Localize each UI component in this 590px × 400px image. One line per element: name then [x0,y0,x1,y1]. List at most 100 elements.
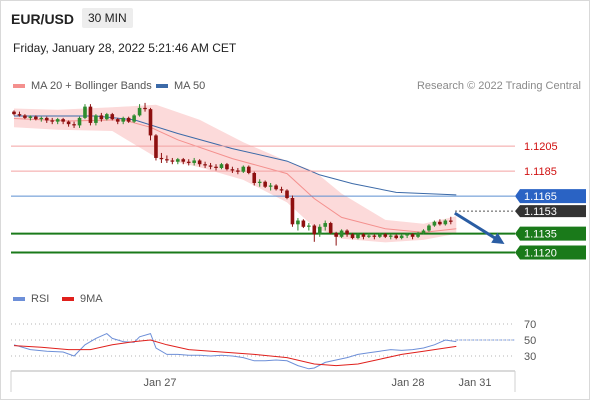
candle-body [268,185,273,187]
candle-body [126,117,131,122]
time-tick-label: Jan 27 [143,377,176,389]
candle-body [159,157,164,160]
candle-body [77,117,82,126]
candle-body [94,115,98,123]
legend-ma20: MA 20 + Bollinger Bands [13,80,152,92]
rsi-line [13,332,457,370]
timeframe-badge[interactable]: 30 MIN [82,8,133,28]
candle-body [274,185,278,190]
candle-body [39,117,44,120]
rsi-legend-swatch [13,297,25,301]
candle-body [438,221,442,225]
pivot-label-box [515,189,586,204]
candle-body [192,160,196,163]
candle-body [334,233,338,237]
candle-body [449,220,453,222]
candle-body [50,120,55,122]
candle-body [432,221,437,226]
candle-body [197,160,202,165]
current-price-box [515,205,586,218]
rsi-tick-label: 70 [524,319,536,331]
candle-body [410,234,415,237]
candle-body [427,225,431,231]
candle-body [383,234,388,237]
candle-body [154,135,158,158]
candle-body [115,119,120,122]
candle-body [285,190,289,199]
candle-body [421,230,426,234]
candle-body [361,234,366,237]
candle-body [230,169,235,171]
candle-body [416,233,420,237]
candle-body [296,220,300,225]
candle-body [83,106,87,118]
candle-body [132,115,136,122]
support-label-box [515,245,586,260]
candle-body [246,166,251,173]
ma20-legend-swatch [13,84,25,88]
candle-body [372,235,377,237]
candle-body [394,235,398,239]
resistance-label: 1.1205 [524,141,558,153]
candle-body [66,121,71,125]
legend-ma20-label: MA 20 + Bollinger Bands [31,80,152,92]
candle-body [350,234,355,239]
candle-body [99,115,104,120]
candle-body [208,165,213,167]
candle-body [225,164,229,170]
ma20-line [13,118,457,233]
ma50-line [14,115,457,196]
candle-body [388,235,393,237]
candle-body [214,166,218,168]
support-label: 1.1135 [524,229,557,241]
legend-rsi: RSI [13,293,49,305]
candle-body [34,116,38,120]
candle-body [105,114,109,120]
candle-body [148,109,153,136]
legend-9ma-label: 9MA [80,293,103,305]
candle-body [12,111,16,115]
projection-arrow-shaft [454,211,503,244]
candle-body [263,181,267,187]
time-tick-label: Jan 28 [391,377,424,389]
candle-body [328,223,333,234]
candle-body [241,166,246,172]
candle-body [137,107,142,116]
candle-body [219,164,224,168]
candle-body [301,220,306,227]
candle-body [17,114,22,116]
candle-body [121,117,125,122]
rsi-9ma-line [13,339,457,367]
research-credit: Research © 2022 Trading Central [416,80,581,92]
rsi-tick-label: 50 [524,335,536,347]
time-tick-label: Jan 31 [458,377,491,389]
legend-ma50: MA 50 [156,80,205,92]
candle-body [312,225,317,235]
candle-body [339,230,344,237]
candle-body [110,114,115,120]
candle-body [28,116,33,118]
resistance-label: 1.1185 [524,166,557,178]
candle-body [307,225,311,227]
candle-body [203,164,207,166]
legend-rsi-label: RSI [31,293,50,305]
support-label: 1.1120 [524,247,557,259]
candle-body [317,226,322,235]
candle-body [72,124,76,126]
ma50-legend-swatch [156,84,168,88]
candle-body [323,223,328,227]
candle-body [279,189,284,191]
candle-body [236,170,240,172]
candle-body [170,160,175,162]
candle-body [165,159,169,161]
rsi-tick-label: 30 [524,351,536,363]
candle-body [143,107,147,110]
candle-body [443,220,448,225]
datetime-label: Friday, January 28, 2022 5:21:46 AM CET [13,41,237,55]
candle-body [345,230,349,235]
candle-body [186,161,191,163]
current-price-label: 1.1153 [524,206,557,218]
projection-arrow-head [491,232,505,244]
candle-body [405,234,409,236]
